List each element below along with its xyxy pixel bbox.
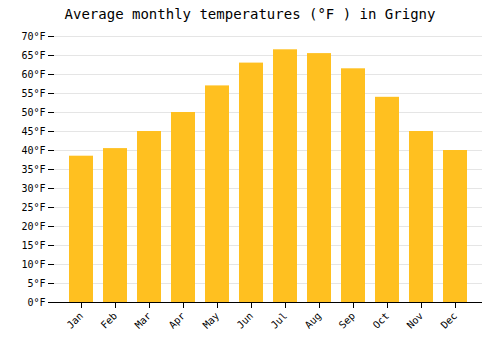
svg-text:Jul: Jul (269, 310, 290, 331)
svg-text:55°F: 55°F (21, 88, 45, 99)
svg-text:45°F: 45°F (21, 126, 45, 137)
svg-text:May: May (201, 310, 222, 331)
svg-text:40°F: 40°F (21, 145, 45, 156)
svg-text:Nov: Nov (405, 310, 426, 331)
svg-text:70°F: 70°F (21, 31, 45, 42)
svg-text:35°F: 35°F (21, 164, 45, 175)
svg-text:0°F: 0°F (27, 297, 45, 308)
svg-text:20°F: 20°F (21, 221, 45, 232)
svg-text:30°F: 30°F (21, 183, 45, 194)
svg-text:Sep: Sep (337, 310, 358, 331)
svg-text:Apr: Apr (167, 310, 188, 331)
svg-text:Mar: Mar (133, 310, 154, 331)
svg-text:5°F: 5°F (27, 278, 45, 289)
html-text:Average monthly temperatures (: Average monthly temperatures (°F ) in Gr… (64, 6, 436, 22)
svg-text:Oct: Oct (371, 310, 392, 331)
svg-text:Jan: Jan (65, 310, 86, 331)
svg-text:Aug: Aug (303, 310, 324, 331)
svg-text:15°F: 15°F (21, 240, 45, 251)
svg-text:60°F: 60°F (21, 69, 45, 80)
svg-text:Jun: Jun (235, 310, 256, 331)
svg-text:Feb: Feb (99, 310, 120, 331)
svg-text:25°F: 25°F (21, 202, 45, 213)
svg-text:Dec: Dec (439, 310, 460, 331)
svg-text:50°F: 50°F (21, 107, 45, 118)
svg-text:65°F: 65°F (21, 50, 45, 61)
svg-text:10°F: 10°F (21, 259, 45, 270)
